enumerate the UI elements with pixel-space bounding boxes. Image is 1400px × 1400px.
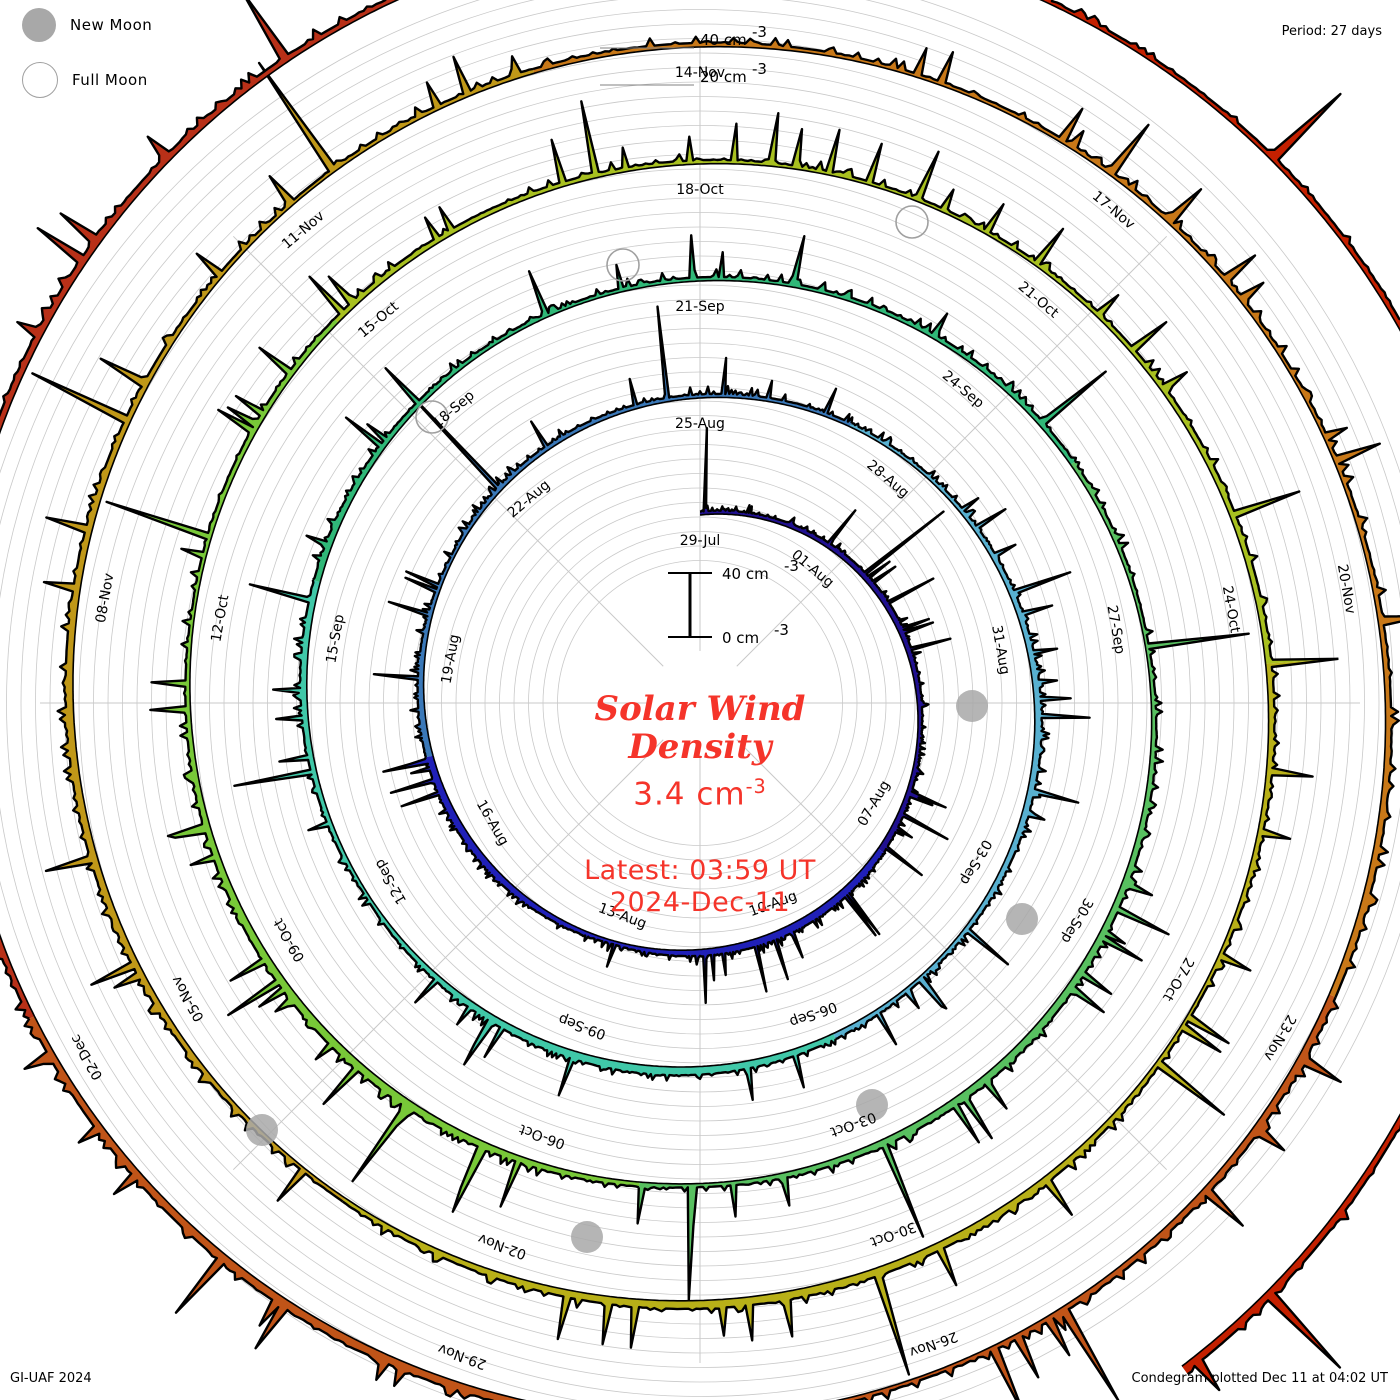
- svg-text:23-Nov: 23-Nov: [1260, 1012, 1299, 1063]
- center-readout: Solar Wind Density 3.4 cm-3 Latest: 03:5…: [420, 690, 980, 919]
- latest-date: 2024-Dec-11: [609, 887, 791, 919]
- full-moon-marker: [415, 400, 449, 434]
- date-label: 28-Aug: [863, 457, 912, 501]
- svg-text:06-Oct: 06-Oct: [517, 1120, 568, 1151]
- svg-text:25-Aug: 25-Aug: [675, 416, 725, 432]
- scalebar-bottom-exponent: -3: [774, 621, 789, 639]
- scale-bar: 40 cm -3 0 cm -3: [668, 557, 799, 647]
- date-label: 08-Nov: [93, 572, 117, 624]
- new-moon-marker: [571, 1221, 603, 1253]
- date-label: 27-Sep: [1103, 604, 1127, 655]
- date-label: 24-Oct: [1219, 585, 1243, 635]
- scalebar-top-label: 40 cm: [722, 565, 769, 583]
- date-label: 31-Aug: [988, 624, 1012, 676]
- date-label: 15-Sep: [323, 613, 347, 664]
- svg-text:09-Sep: 09-Sep: [556, 1010, 608, 1042]
- date-label: 02-Nov: [476, 1230, 529, 1262]
- scalebar-top-exponent: -3: [784, 557, 799, 575]
- full-moon-marker: [895, 205, 929, 239]
- new-moon-marker: [1006, 903, 1038, 935]
- date-label: 29-Nov: [436, 1340, 489, 1372]
- date-label: 06-Sep: [787, 998, 839, 1030]
- svg-text:15-Oct: 15-Oct: [355, 298, 402, 341]
- center-value-exponent: -3: [745, 775, 767, 799]
- svg-text:29-Jul: 29-Jul: [680, 533, 721, 549]
- svg-text:31-Aug: 31-Aug: [988, 624, 1012, 676]
- svg-text:20-Nov: 20-Nov: [1334, 563, 1358, 615]
- date-label: 20-Nov: [1334, 563, 1358, 615]
- new-moon-marker: [956, 690, 988, 722]
- date-label: 03-Oct: [828, 1108, 879, 1139]
- date-label: 09-Oct: [270, 915, 308, 965]
- date-label: 19-Aug: [439, 633, 463, 685]
- period-label: Period: 27 days: [1281, 24, 1382, 39]
- full-moon-marker: [606, 248, 640, 282]
- svg-text:29-Nov: 29-Nov: [436, 1340, 489, 1372]
- date-label: 05-Nov: [169, 973, 208, 1024]
- radial-axis-label: 20 cm: [700, 68, 747, 86]
- svg-text:17-Nov: 17-Nov: [1089, 188, 1138, 233]
- svg-text:27-Sep: 27-Sep: [1103, 604, 1127, 655]
- date-label: 23-Nov: [1260, 1012, 1299, 1063]
- svg-text:26-Nov: 26-Nov: [907, 1328, 960, 1360]
- svg-text:18-Oct: 18-Oct: [676, 182, 724, 198]
- svg-text:27-Oct: 27-Oct: [1159, 954, 1197, 1004]
- scalebar-bottom-label: 0 cm: [722, 629, 759, 647]
- legend-label-full-moon: Full Moon: [72, 71, 148, 89]
- svg-text:28-Aug: 28-Aug: [863, 457, 912, 501]
- svg-text:15-Sep: 15-Sep: [323, 613, 347, 664]
- svg-text:22-Aug: 22-Aug: [505, 477, 554, 521]
- date-label: 25-Aug: [675, 416, 725, 432]
- date-label: 15-Oct: [355, 298, 402, 341]
- credit-label: GI-UAF 2024: [10, 1371, 92, 1386]
- svg-text:24-Sep: 24-Sep: [939, 368, 987, 412]
- svg-text:02-Nov: 02-Nov: [476, 1230, 529, 1262]
- date-label: 27-Oct: [1159, 954, 1197, 1004]
- svg-text:08-Nov: 08-Nov: [93, 572, 117, 624]
- legend-item-full-moon: Full Moon: [22, 62, 148, 98]
- legend-label-new-moon: New Moon: [70, 16, 153, 34]
- svg-text:06-Sep: 06-Sep: [787, 998, 839, 1030]
- center-title-line1: Solar Wind: [594, 689, 806, 729]
- date-label: 14-Nov: [675, 65, 725, 81]
- radial-axis-layer: 40 cm -3 20 cm -3: [600, 23, 767, 86]
- date-label: 29-Jul: [680, 533, 721, 549]
- date-label: 17-Nov: [1089, 188, 1138, 233]
- latest-time: Latest: 03:59 UT: [584, 855, 816, 887]
- svg-text:24-Oct: 24-Oct: [1219, 585, 1243, 635]
- date-label: 22-Aug: [505, 477, 554, 521]
- svg-text:19-Aug: 19-Aug: [439, 633, 463, 685]
- new-moon-icon: [22, 8, 56, 42]
- radial-axis-exponent: -3: [752, 60, 767, 78]
- radial-axis-exponent: -3: [752, 23, 767, 41]
- date-label: 24-Sep: [939, 368, 987, 412]
- date-label: 06-Oct: [517, 1120, 568, 1151]
- svg-text:14-Nov: 14-Nov: [675, 65, 725, 81]
- date-label: 09-Sep: [556, 1010, 608, 1042]
- svg-text:02-Dec: 02-Dec: [68, 1031, 107, 1082]
- date-label: 02-Dec: [68, 1031, 107, 1082]
- new-moon-marker: [246, 1114, 278, 1146]
- date-label: 18-Oct: [676, 182, 724, 198]
- radial-axis-label: 40 cm: [700, 31, 747, 49]
- svg-text:21-Sep: 21-Sep: [675, 299, 724, 315]
- svg-text:09-Oct: 09-Oct: [270, 915, 308, 965]
- plotted-timestamp: Condegram plotted Dec 11 at 04:02 UT: [1131, 1371, 1388, 1386]
- date-label: 26-Nov: [907, 1328, 960, 1360]
- center-title-line2: Density: [628, 727, 772, 768]
- svg-text:03-Oct: 03-Oct: [828, 1108, 879, 1139]
- center-value: 3.4 cm: [633, 776, 746, 813]
- svg-text:05-Nov: 05-Nov: [169, 973, 208, 1024]
- date-label: 21-Sep: [675, 299, 724, 315]
- full-moon-icon: [22, 62, 58, 98]
- new-moon-marker: [856, 1089, 888, 1121]
- moon-marker-layer: [246, 205, 1038, 1253]
- legend-item-new-moon: New Moon: [22, 8, 152, 42]
